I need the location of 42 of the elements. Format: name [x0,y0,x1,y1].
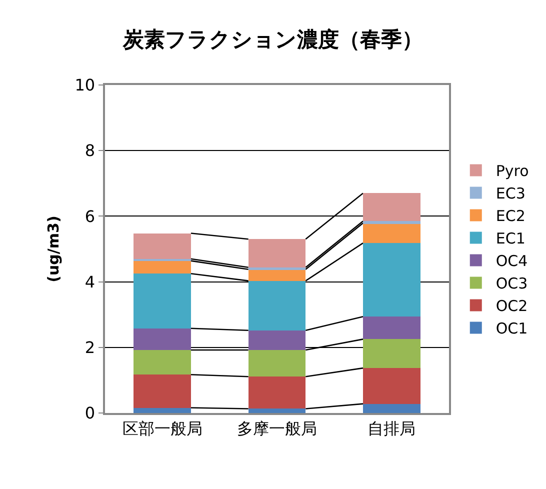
x-tick-label: 多摩一般局 [237,418,317,438]
bar [134,374,191,408]
bar [134,328,191,350]
legend-label: EC3 [496,184,526,203]
y-tick-label: 0 [84,404,96,423]
bar [134,260,191,274]
y-tick-label: 2 [84,338,96,357]
bar [248,267,306,270]
bar [248,330,306,350]
legend-label: OC1 [496,320,528,338]
legend-label: OC4 [496,252,528,270]
bar [363,193,420,222]
bar [134,350,191,375]
bar [248,269,306,281]
bar [363,368,420,404]
bar [248,350,306,377]
legend-label: OC2 [496,297,528,316]
x-tick-label: 自排局 [368,418,416,438]
bar [248,280,306,330]
y-tick-label: 10 [74,76,96,95]
y-tick-label: 8 [84,141,96,160]
bar [248,376,306,409]
chart-title: 炭素フラクション濃度（春季） [122,27,423,52]
legend-label: EC1 [496,230,526,248]
x-tick-label: 区部一般局 [122,418,202,438]
bar [134,408,191,413]
bar [363,243,420,317]
legend-label: Pyro [496,162,529,180]
bar [134,274,191,328]
y-axis-title: (ug/m3) [44,216,62,282]
bar [248,239,306,268]
bar [363,223,420,244]
legend-label: EC2 [496,207,526,226]
y-tick-label: 4 [84,272,96,292]
legend-label: OC3 [496,274,528,293]
bar [248,408,306,413]
bar [363,221,420,224]
bar [363,404,420,413]
bar [363,316,420,340]
bar [134,233,191,259]
bar [363,339,420,368]
y-tick-label: 6 [84,206,96,226]
